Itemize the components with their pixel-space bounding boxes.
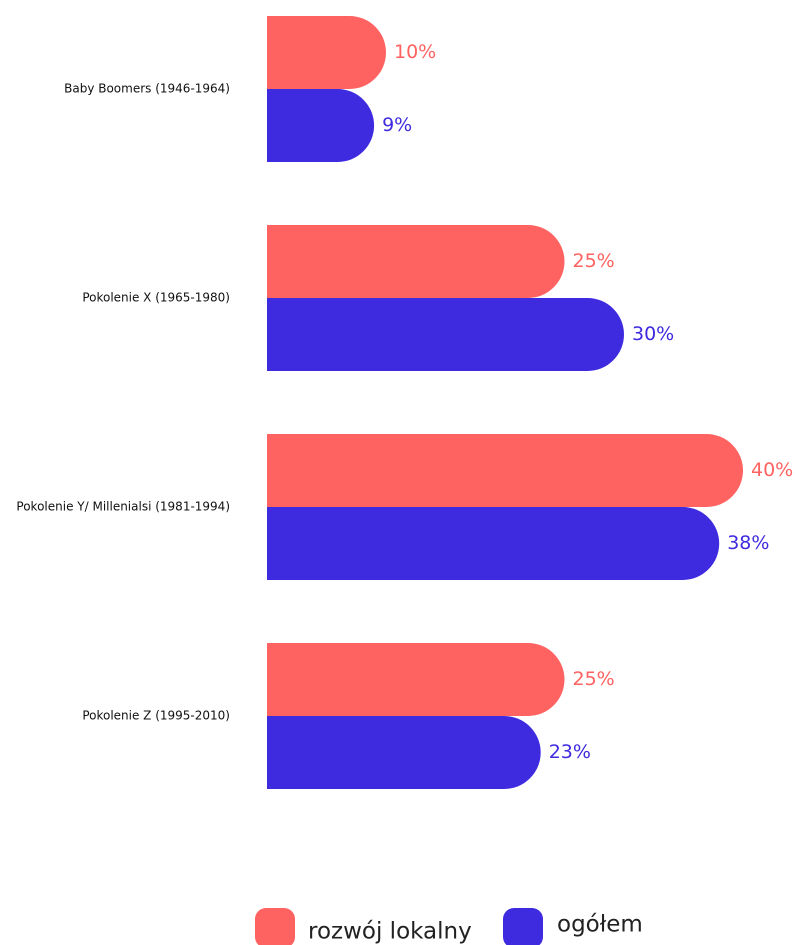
category-label: Baby Boomers (1946-1964) — [64, 82, 230, 96]
value-label: 23% — [549, 741, 591, 763]
value-label: 30% — [632, 323, 674, 345]
legend-label: ogółem — [557, 912, 643, 938]
bar — [267, 16, 386, 89]
value-label: 25% — [573, 668, 615, 690]
bar — [267, 298, 624, 371]
value-label: 10% — [394, 41, 436, 63]
value-label: 38% — [727, 532, 769, 554]
value-label: 40% — [751, 459, 793, 481]
value-label: 9% — [382, 114, 412, 136]
category-label: Pokolenie Y/ Millenialsi (1981-1994) — [16, 500, 230, 514]
legend-label: rozwój lokalny — [308, 919, 472, 945]
bar — [267, 434, 743, 507]
value-label: 25% — [573, 250, 615, 272]
bar — [267, 507, 720, 580]
bar — [267, 89, 375, 162]
category-label: Pokolenie X (1965-1980) — [82, 291, 230, 305]
bar — [267, 716, 541, 789]
bar — [267, 643, 565, 716]
bar — [267, 225, 565, 298]
legend-swatch — [503, 908, 543, 945]
legend-swatch — [255, 908, 295, 945]
category-label: Pokolenie Z (1995-2010) — [82, 709, 230, 723]
